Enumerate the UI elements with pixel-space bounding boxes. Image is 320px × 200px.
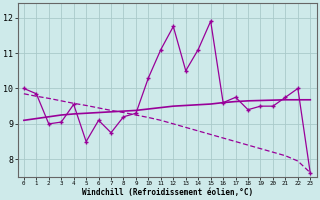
X-axis label: Windchill (Refroidissement éolien,°C): Windchill (Refroidissement éolien,°C) — [82, 188, 253, 197]
